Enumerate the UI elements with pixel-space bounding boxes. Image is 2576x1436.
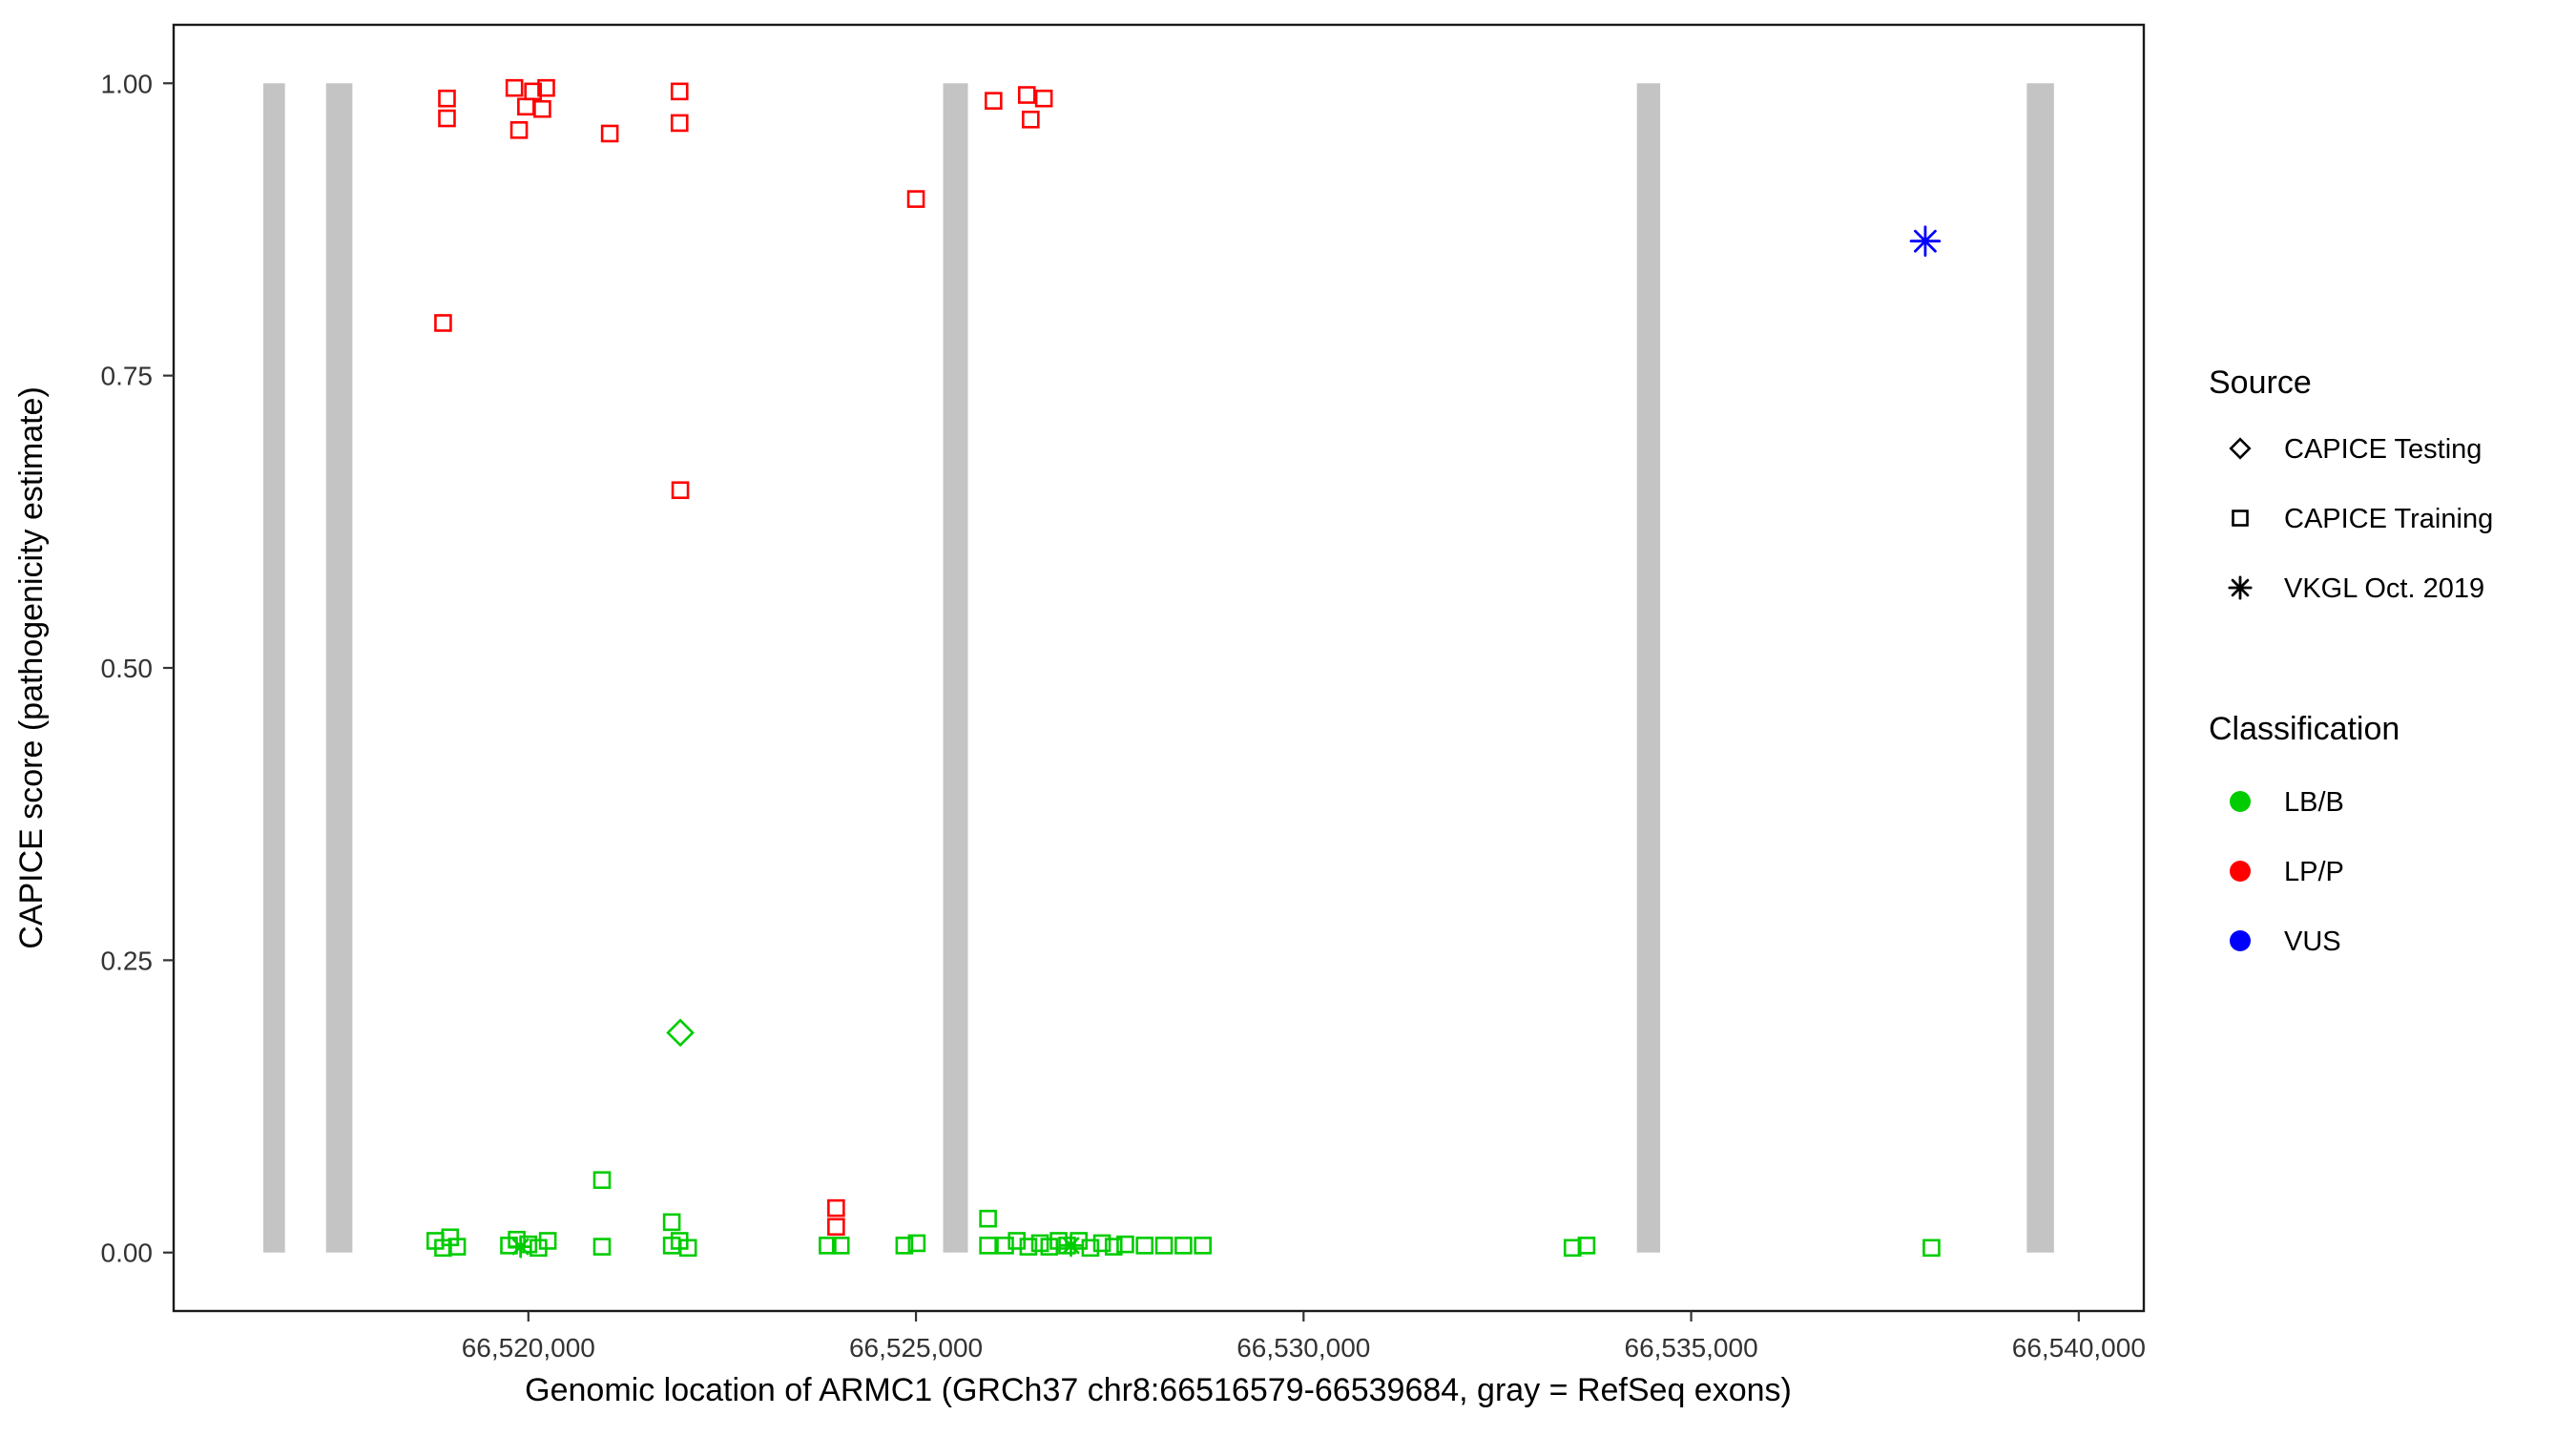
data-point (670, 114, 689, 133)
data-point (1040, 1238, 1059, 1256)
data-point (671, 481, 690, 500)
data-point (1116, 1235, 1134, 1254)
data-point (895, 1237, 914, 1255)
legend-key-square-open (2232, 510, 2249, 527)
legend-item-label: VUS (2284, 926, 2341, 957)
data-point (907, 1234, 926, 1253)
legend-source-title: Source (2209, 364, 2312, 401)
legend-item-label: LB/B (2284, 787, 2344, 818)
x-tick-label: 66,520,000 (462, 1333, 595, 1363)
x-tick-label: 66,530,000 (1236, 1333, 1370, 1363)
data-point (979, 1209, 997, 1228)
data-point (1017, 86, 1036, 104)
y-tick-label: 0.00 (101, 1238, 154, 1268)
data-point (447, 1238, 467, 1256)
data-point (1081, 1238, 1100, 1258)
data-point (509, 120, 529, 139)
y-tick-label: 0.25 (101, 946, 154, 975)
data-point (666, 1018, 695, 1048)
data-point (1022, 110, 1040, 129)
data-point (1030, 1234, 1049, 1253)
y-axis-title: CAPICE score (pathogenicity estimate) (13, 386, 50, 949)
data-point (996, 1237, 1014, 1255)
data-point (979, 1237, 997, 1255)
data-points-layer (426, 78, 1942, 1259)
data-point (1174, 1237, 1193, 1255)
data-point (1008, 1232, 1026, 1250)
data-point (1092, 1234, 1111, 1253)
data-point (438, 109, 456, 128)
exon-bar (943, 83, 968, 1253)
data-point (1194, 1237, 1212, 1255)
axes-layer: 66,520,000 66,525,000 66,530,000 66,535,000… (101, 69, 2146, 1363)
legend-classification-title: Classification (2209, 711, 2399, 747)
data-point (1909, 225, 1942, 257)
data-point (1059, 1234, 1083, 1258)
legend-key-diamond-open (2229, 437, 2252, 460)
data-point (1922, 1238, 1941, 1258)
data-point (819, 1237, 837, 1255)
data-point (434, 314, 452, 332)
data-point (1034, 89, 1053, 108)
data-point (600, 124, 619, 143)
exon-bar (325, 83, 353, 1253)
data-point (1104, 1238, 1123, 1256)
legend-key-asterisk (2228, 575, 2253, 600)
data-point (827, 1198, 845, 1217)
y-tick-label: 1.00 (101, 69, 154, 98)
exon-bar (2026, 83, 2054, 1253)
y-tick-label: 0.75 (101, 362, 154, 391)
data-point (505, 78, 524, 97)
data-point (906, 190, 925, 208)
legend-color-dot (2230, 930, 2251, 951)
data-point (537, 78, 555, 97)
data-point (538, 1232, 557, 1250)
data-point (509, 1235, 532, 1259)
data-point (985, 92, 1003, 110)
data-point (678, 1238, 697, 1258)
exon-bar (1636, 83, 1661, 1253)
data-point (1135, 1237, 1154, 1255)
data-point (438, 89, 456, 108)
x-axis-title: Genomic location of ARMC1 (GRCh37 chr8:6… (525, 1372, 1792, 1408)
legend-item-label: LP/P (2284, 857, 2344, 887)
panel-layer (172, 23, 2146, 1313)
data-point (533, 99, 551, 118)
data-point (827, 1217, 845, 1237)
data-point (1563, 1238, 1582, 1258)
legend-color-dot (2230, 791, 2251, 812)
data-point (670, 82, 689, 101)
y-tick-label: 0.50 (101, 654, 154, 683)
exon-bars-layer (262, 83, 2054, 1253)
legend-item-label: VKGL Oct. 2019 (2284, 573, 2484, 604)
data-point (517, 97, 535, 116)
legend-layer: Source CAPICE Testing CAPICE Training VKGL … (2209, 364, 2493, 957)
legend-item-label: CAPICE Training (2284, 504, 2493, 534)
data-point (592, 1238, 612, 1256)
panel-border (172, 23, 2146, 1313)
data-point (592, 1171, 612, 1190)
x-tick-label: 66,525,000 (849, 1333, 983, 1363)
data-point (831, 1237, 850, 1255)
x-tick-label: 66,540,000 (2012, 1333, 2146, 1363)
data-point (1577, 1237, 1596, 1255)
axis-titles-layer: Genomic location of ARMC1 (GRCh37 chr8:6… (13, 386, 1792, 1408)
data-point (1154, 1237, 1174, 1255)
legend-color-dot (2230, 861, 2251, 882)
exon-bar (262, 83, 285, 1253)
x-tick-label: 66,535,000 (1625, 1333, 1758, 1363)
legend-item-label: CAPICE Testing (2284, 434, 2482, 465)
data-point (1019, 1238, 1038, 1256)
data-point (662, 1213, 681, 1232)
